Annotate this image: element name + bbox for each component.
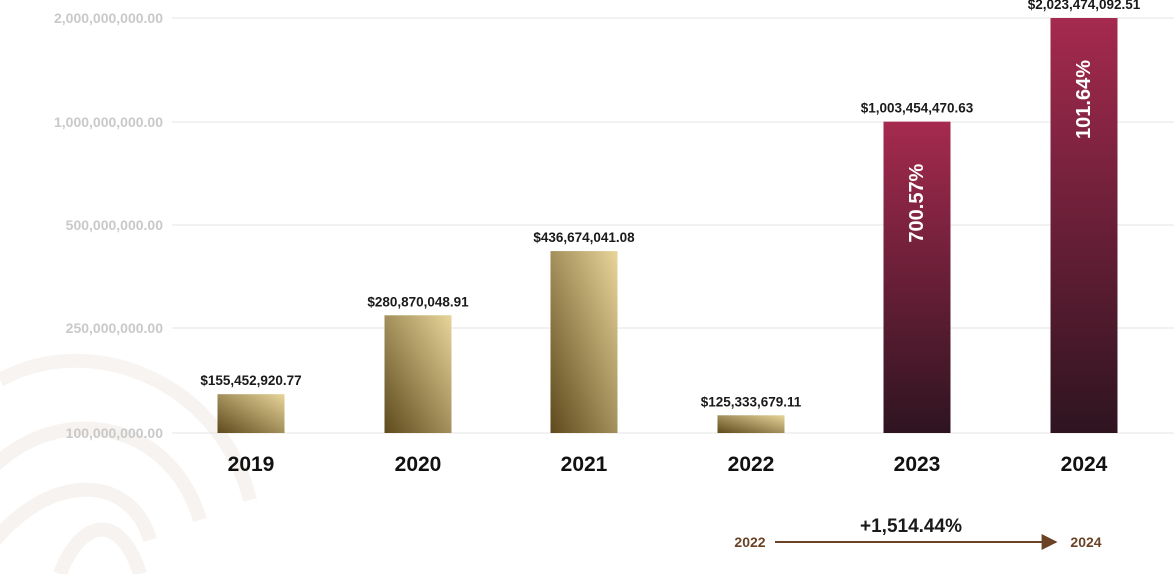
value-label-2024: $2,023,474,092.51	[1028, 0, 1141, 12]
y-tick-label: 1,000,000,000.00	[54, 114, 163, 130]
bar-2019	[217, 394, 285, 433]
bar-percent-label-2023: 700.57%	[906, 163, 928, 242]
bar-2021	[550, 251, 618, 433]
growth-from-year: 2022	[734, 534, 765, 550]
category-label-2023: 2023	[894, 453, 941, 476]
growth-annotation: +1,514.44% 2022 2024	[734, 516, 1102, 550]
category-label-2021: 2021	[561, 453, 608, 476]
category-label-2024: 2024	[1061, 453, 1108, 476]
value-label-2022: $125,333,679.11	[701, 394, 802, 409]
bar-percent-label-2024: 101.64%	[1073, 60, 1095, 139]
bar-2022	[717, 415, 785, 433]
value-label-2023: $1,003,454,470.63	[861, 101, 974, 116]
growth-to-year: 2024	[1070, 534, 1101, 550]
y-axis-ticks: 100,000,000.00 250,000,000.00 500,000,000.…	[54, 10, 163, 441]
ornament-watermark	[0, 353, 257, 574]
bar-2024	[1050, 18, 1118, 433]
bars	[217, 18, 1118, 433]
category-label-2020: 2020	[395, 453, 442, 476]
category-label-2019: 2019	[228, 453, 275, 476]
y-tick-label: 2,000,000,000.00	[54, 10, 163, 26]
y-tick-label: 100,000,000.00	[66, 425, 164, 441]
growth-value: +1,514.44%	[860, 516, 962, 537]
value-label-2021: $436,674,041.08	[533, 230, 635, 245]
y-tick-label: 500,000,000.00	[66, 217, 164, 233]
x-axis-categories: 2019 2020 2021 2022 2023 2024	[228, 453, 1108, 476]
gridlines	[172, 17, 1174, 434]
bar-2020	[384, 315, 452, 433]
category-label-2022: 2022	[728, 453, 775, 476]
bar-2023	[883, 121, 951, 433]
value-label-2020: $280,870,048.91	[367, 294, 469, 309]
value-label-2019: $155,452,920.77	[200, 373, 301, 388]
value-labels: $155,452,920.77 $280,870,048.91 $436,674,0…	[200, 0, 1140, 409]
y-tick-label: 250,000,000.00	[66, 320, 164, 336]
